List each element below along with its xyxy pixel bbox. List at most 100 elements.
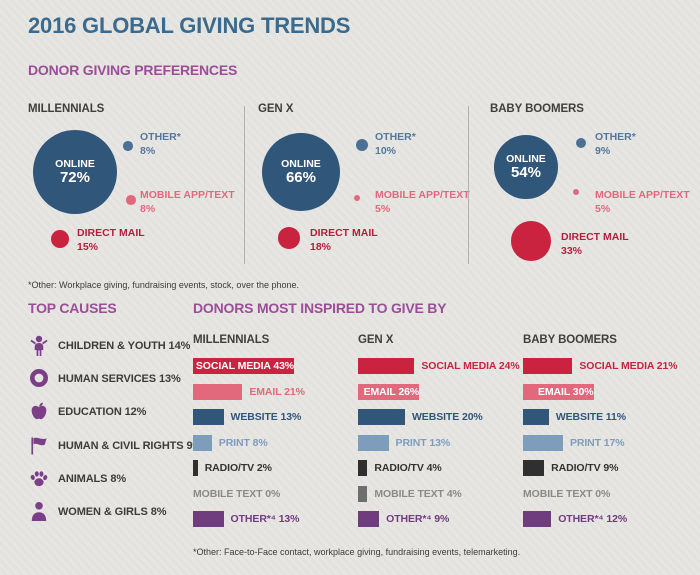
bar-label: OTHER*⁴ 9% bbox=[386, 513, 450, 525]
flag-icon bbox=[28, 435, 50, 457]
channel-name: MOBILE APP/TEXT bbox=[595, 189, 690, 201]
bar-label: EMAIL 30% bbox=[537, 385, 594, 398]
bar bbox=[358, 358, 415, 374]
other-dot bbox=[575, 137, 587, 149]
online-bubble-label: ONLINE bbox=[506, 152, 546, 165]
bubble-group-title: MILLENNIALS bbox=[28, 103, 105, 115]
bar-label: SOCIAL MEDIA 21% bbox=[579, 360, 678, 372]
bar: EMAIL 26% bbox=[358, 383, 419, 400]
cause-label: ANIMALS 8% bbox=[58, 472, 127, 485]
bar: SOCIAL MEDIA 43% bbox=[193, 358, 294, 374]
channel-value: 5% bbox=[595, 203, 611, 215]
bar bbox=[358, 460, 368, 476]
bubble-group-title: BABY BOOMERS bbox=[490, 103, 584, 115]
other-label: OTHER* 9% bbox=[595, 130, 636, 158]
mobile-label: MOBILE APP/TEXT 5% bbox=[375, 188, 470, 216]
other-label: OTHER* 8% bbox=[140, 130, 181, 158]
online-bubble-value: 66% bbox=[285, 168, 316, 186]
direct-mail-dot bbox=[511, 221, 551, 261]
direct-mail-label: DIRECT MAIL 15% bbox=[77, 226, 145, 254]
mobile-label: MOBILE APP/TEXT 8% bbox=[140, 188, 235, 216]
online-bubble-label: ONLINE bbox=[55, 157, 95, 170]
online-bubble-label: ONLINE bbox=[281, 157, 321, 170]
direct-mail-dot bbox=[51, 230, 69, 248]
bar-label: MOBILE TEXT 4% bbox=[374, 487, 462, 500]
bar bbox=[358, 485, 368, 502]
channel-name: MOBILE APP/TEXT bbox=[140, 189, 235, 201]
online-bubble: ONLINE 54% bbox=[494, 135, 558, 199]
channel-value: 5% bbox=[375, 203, 391, 215]
column-divider bbox=[468, 106, 469, 264]
bar: EMAIL 30% bbox=[523, 383, 594, 400]
inspired-bar-charts: MILLENNIALS SOCIAL MEDIA 43% EMAIL 21% WEBS… bbox=[193, 334, 698, 534]
bar-label: WEBSITE 13% bbox=[230, 411, 302, 423]
cause-item-women-girls: WOMEN & GIRLS 8% bbox=[28, 500, 167, 524]
bar bbox=[193, 511, 224, 527]
bar bbox=[193, 383, 243, 400]
cause-label: EDUCATION 12% bbox=[58, 406, 147, 419]
bar-label: PRINT 17% bbox=[569, 436, 625, 449]
bar-column-header: GEN X bbox=[358, 334, 394, 346]
bar-column-header: MILLENNIALS bbox=[193, 334, 270, 346]
online-bubble-value: 54% bbox=[510, 163, 541, 181]
channel-name: MOBILE APP/TEXT bbox=[375, 189, 470, 201]
direct-mail-dot bbox=[278, 227, 300, 249]
child-icon bbox=[28, 335, 50, 357]
online-bubble: ONLINE 72% bbox=[32, 129, 118, 215]
bar bbox=[358, 434, 389, 451]
bar bbox=[523, 511, 552, 527]
channel-value: 18% bbox=[310, 241, 332, 253]
bar bbox=[193, 409, 224, 425]
bar-label: SOCIAL MEDIA 24% bbox=[421, 360, 520, 372]
direct-mail-label: DIRECT MAIL 33% bbox=[561, 230, 629, 258]
channel-value: 15% bbox=[77, 241, 99, 253]
bar bbox=[358, 409, 405, 425]
paw-icon bbox=[28, 468, 50, 490]
cause-label: HUMAN & CIVIL RIGHTS 9% bbox=[58, 439, 203, 452]
bar-label: SOCIAL MEDIA 43% bbox=[195, 360, 295, 372]
bar bbox=[523, 409, 549, 425]
bar-label: EMAIL 21% bbox=[249, 385, 305, 398]
lifebuoy-icon bbox=[28, 368, 50, 390]
direct-mail-label: DIRECT MAIL 18% bbox=[310, 226, 378, 254]
bar-label: OTHER*⁴ 12% bbox=[558, 513, 628, 525]
bar-label: RADIO/TV 4% bbox=[374, 462, 442, 474]
inspired-heading: DONORS MOST INSPIRED TO GIVE BY bbox=[193, 300, 447, 316]
mobile-label: MOBILE APP/TEXT 5% bbox=[595, 188, 690, 216]
bubble-group-title: GEN X bbox=[258, 103, 294, 115]
bar-label: WEBSITE 11% bbox=[555, 411, 626, 423]
column-divider bbox=[244, 106, 245, 264]
cause-item-education: EDUCATION 12% bbox=[28, 400, 146, 424]
cause-label: WOMEN & GIRLS 8% bbox=[58, 506, 167, 518]
bar-label: MOBILE TEXT 0% bbox=[523, 487, 611, 500]
mobile-dot bbox=[354, 195, 360, 201]
mobile-dot bbox=[126, 195, 136, 205]
bar-label: PRINT 13% bbox=[395, 436, 451, 449]
bar-label: RADIO/TV 9% bbox=[551, 462, 619, 474]
channel-value: 10% bbox=[375, 145, 397, 157]
page-title: 2016 GLOBAL GIVING TRENDS bbox=[28, 13, 351, 38]
bar-column-header: BABY BOOMERS bbox=[523, 334, 617, 346]
channel-name: OTHER* bbox=[140, 131, 181, 143]
bar bbox=[523, 460, 545, 476]
cause-item-human-services: HUMAN SERVICES 13% bbox=[28, 367, 181, 391]
bar bbox=[358, 511, 380, 527]
top-causes-heading: TOP CAUSES bbox=[28, 300, 117, 316]
bubble-group-baby-boomers: BABY BOOMERS ONLINE 54% OTHER* 9% MOBILE APP/… bbox=[490, 103, 700, 275]
channel-name: DIRECT MAIL bbox=[561, 231, 629, 243]
bubble-group-gen-x: GEN X ONLINE 66% OTHER* 10% MOBILE APP/TEXT 5%… bbox=[258, 103, 472, 275]
inspired-footnote: *Other: Face-to-Face contact, workplace … bbox=[193, 547, 521, 557]
channel-name: DIRECT MAIL bbox=[77, 227, 145, 239]
mobile-dot bbox=[573, 189, 579, 195]
cause-label: HUMAN SERVICES 13% bbox=[58, 373, 181, 386]
bar-label: RADIO/TV 2% bbox=[204, 462, 272, 474]
bar-label: MOBILE TEXT 0% bbox=[193, 487, 281, 500]
cause-label: CHILDREN & YOUTH 14% bbox=[58, 340, 191, 352]
bar-label: OTHER*⁴ 13% bbox=[230, 513, 300, 525]
cause-item-human-civil-rights: HUMAN & CIVIL RIGHTS 9% bbox=[28, 434, 202, 458]
preferences-footnote: *Other: Workplace giving, fundraising ev… bbox=[28, 280, 299, 290]
bar bbox=[523, 434, 563, 451]
channel-name: DIRECT MAIL bbox=[310, 227, 378, 239]
apple-icon bbox=[28, 401, 50, 423]
